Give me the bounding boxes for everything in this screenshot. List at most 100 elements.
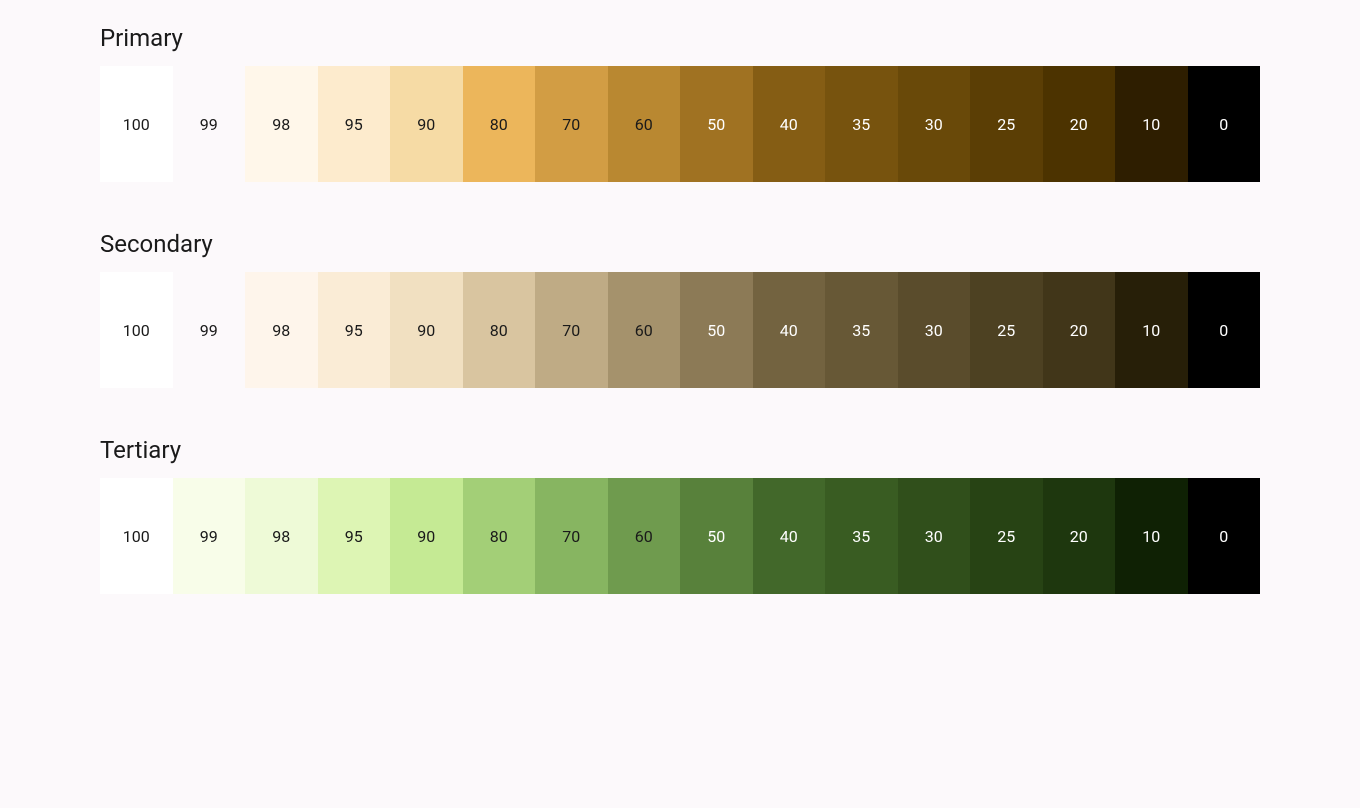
- color-swatch[interactable]: 40: [753, 272, 826, 388]
- color-swatch[interactable]: 80: [463, 272, 536, 388]
- swatch-label: 30: [925, 321, 943, 340]
- swatch-label: 0: [1219, 115, 1228, 134]
- color-swatch[interactable]: 60: [608, 272, 681, 388]
- color-swatch[interactable]: 90: [390, 66, 463, 182]
- swatch-label: 20: [1070, 115, 1088, 134]
- color-swatch[interactable]: 98: [245, 272, 318, 388]
- swatch-label: 95: [345, 321, 363, 340]
- swatch-label: 99: [200, 527, 218, 546]
- swatch-label: 99: [200, 321, 218, 340]
- swatch-label: 95: [345, 115, 363, 134]
- color-swatch[interactable]: 100: [100, 272, 173, 388]
- swatch-label: 99: [200, 115, 218, 134]
- swatch-label: 50: [707, 115, 725, 134]
- color-swatch[interactable]: 0: [1188, 272, 1261, 388]
- color-swatch[interactable]: 35: [825, 478, 898, 594]
- color-swatch[interactable]: 98: [245, 478, 318, 594]
- color-swatch[interactable]: 80: [463, 478, 536, 594]
- color-swatch[interactable]: 50: [680, 272, 753, 388]
- color-swatch[interactable]: 25: [970, 272, 1043, 388]
- swatch-label: 70: [562, 321, 580, 340]
- color-swatch[interactable]: 70: [535, 272, 608, 388]
- color-swatch[interactable]: 10: [1115, 478, 1188, 594]
- swatch-label: 90: [417, 527, 435, 546]
- color-swatch[interactable]: 40: [753, 478, 826, 594]
- swatch-label: 95: [345, 527, 363, 546]
- swatch-label: 50: [707, 321, 725, 340]
- swatch-label: 0: [1219, 321, 1228, 340]
- color-swatch[interactable]: 90: [390, 272, 463, 388]
- color-swatch[interactable]: 20: [1043, 478, 1116, 594]
- color-swatch[interactable]: 50: [680, 66, 753, 182]
- color-swatch[interactable]: 25: [970, 478, 1043, 594]
- swatch-label: 30: [925, 115, 943, 134]
- color-swatch[interactable]: 60: [608, 478, 681, 594]
- swatch-label: 80: [490, 115, 508, 134]
- palettes-container: Primary10099989590807060504035302520100S…: [100, 24, 1260, 594]
- palette-title: Secondary: [100, 230, 1260, 258]
- swatch-row: 10099989590807060504035302520100: [100, 478, 1260, 594]
- swatch-label: 10: [1142, 115, 1160, 134]
- palette-title: Primary: [100, 24, 1260, 52]
- swatch-row: 10099989590807060504035302520100: [100, 272, 1260, 388]
- swatch-label: 100: [123, 527, 150, 546]
- color-swatch[interactable]: 95: [318, 478, 391, 594]
- swatch-label: 35: [852, 115, 870, 134]
- color-swatch[interactable]: 40: [753, 66, 826, 182]
- color-swatch[interactable]: 30: [898, 478, 971, 594]
- swatch-label: 60: [635, 527, 653, 546]
- color-swatch[interactable]: 10: [1115, 272, 1188, 388]
- color-swatch[interactable]: 20: [1043, 272, 1116, 388]
- swatch-label: 98: [272, 527, 290, 546]
- swatch-label: 0: [1219, 527, 1228, 546]
- swatch-label: 98: [272, 115, 290, 134]
- swatch-label: 25: [997, 321, 1015, 340]
- swatch-label: 40: [780, 527, 798, 546]
- color-swatch[interactable]: 30: [898, 66, 971, 182]
- swatch-label: 70: [562, 115, 580, 134]
- color-swatch[interactable]: 50: [680, 478, 753, 594]
- swatch-label: 40: [780, 321, 798, 340]
- color-swatch[interactable]: 100: [100, 478, 173, 594]
- color-swatch[interactable]: 0: [1188, 478, 1261, 594]
- color-swatch[interactable]: 99: [173, 478, 246, 594]
- color-swatch[interactable]: 95: [318, 272, 391, 388]
- swatch-label: 100: [123, 321, 150, 340]
- swatch-label: 35: [852, 527, 870, 546]
- color-swatch[interactable]: 30: [898, 272, 971, 388]
- swatch-label: 10: [1142, 321, 1160, 340]
- color-swatch[interactable]: 80: [463, 66, 536, 182]
- color-swatch[interactable]: 99: [173, 66, 246, 182]
- swatch-label: 40: [780, 115, 798, 134]
- swatch-label: 90: [417, 115, 435, 134]
- color-swatch[interactable]: 35: [825, 272, 898, 388]
- palette-title: Tertiary: [100, 436, 1260, 464]
- swatch-label: 10: [1142, 527, 1160, 546]
- color-swatch[interactable]: 100: [100, 66, 173, 182]
- color-swatch[interactable]: 35: [825, 66, 898, 182]
- swatch-label: 25: [997, 527, 1015, 546]
- swatch-label: 35: [852, 321, 870, 340]
- color-swatch[interactable]: 20: [1043, 66, 1116, 182]
- color-swatch[interactable]: 99: [173, 272, 246, 388]
- color-swatch[interactable]: 25: [970, 66, 1043, 182]
- color-swatch[interactable]: 98: [245, 66, 318, 182]
- swatch-label: 30: [925, 527, 943, 546]
- swatch-label: 60: [635, 115, 653, 134]
- swatch-row: 10099989590807060504035302520100: [100, 66, 1260, 182]
- swatch-label: 98: [272, 321, 290, 340]
- color-swatch[interactable]: 10: [1115, 66, 1188, 182]
- color-swatch[interactable]: 0: [1188, 66, 1261, 182]
- swatch-label: 70: [562, 527, 580, 546]
- palette-section: Tertiary10099989590807060504035302520100: [100, 436, 1260, 594]
- color-swatch[interactable]: 70: [535, 478, 608, 594]
- color-swatch[interactable]: 95: [318, 66, 391, 182]
- swatch-label: 20: [1070, 527, 1088, 546]
- swatch-label: 25: [997, 115, 1015, 134]
- palette-section: Primary10099989590807060504035302520100: [100, 24, 1260, 182]
- color-swatch[interactable]: 90: [390, 478, 463, 594]
- color-swatch[interactable]: 70: [535, 66, 608, 182]
- color-swatch[interactable]: 60: [608, 66, 681, 182]
- swatch-label: 100: [123, 115, 150, 134]
- swatch-label: 20: [1070, 321, 1088, 340]
